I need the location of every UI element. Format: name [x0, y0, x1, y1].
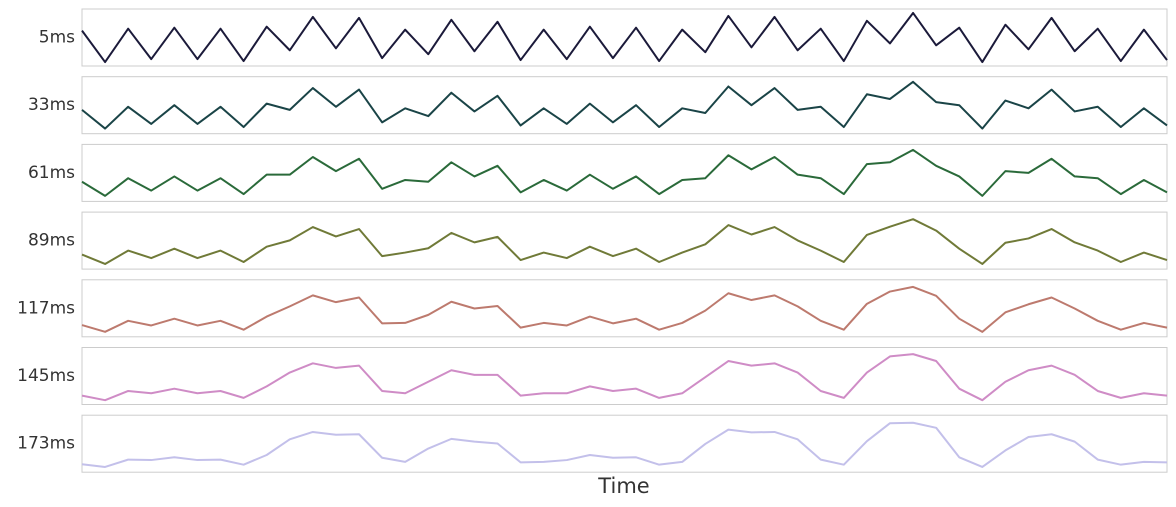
series-line [81, 421, 1168, 468]
panel [81, 414, 1168, 473]
panel-label: 145ms [17, 366, 75, 386]
x-axis-label: Time [597, 474, 649, 498]
panel-label: 89ms [28, 231, 75, 251]
panel-label: 61ms [28, 163, 75, 183]
series-line [81, 148, 1168, 197]
series-line [81, 80, 1168, 130]
series-line [81, 353, 1168, 402]
series-line [81, 285, 1168, 333]
series-line [81, 11, 1168, 64]
panel [81, 8, 1168, 67]
panel-label: 33ms [28, 95, 75, 115]
panel-label: 5ms [39, 28, 75, 48]
panel-label: 173ms [17, 434, 75, 454]
panel-label: 117ms [17, 298, 75, 318]
series-line [81, 218, 1168, 265]
panel [81, 347, 1168, 405]
